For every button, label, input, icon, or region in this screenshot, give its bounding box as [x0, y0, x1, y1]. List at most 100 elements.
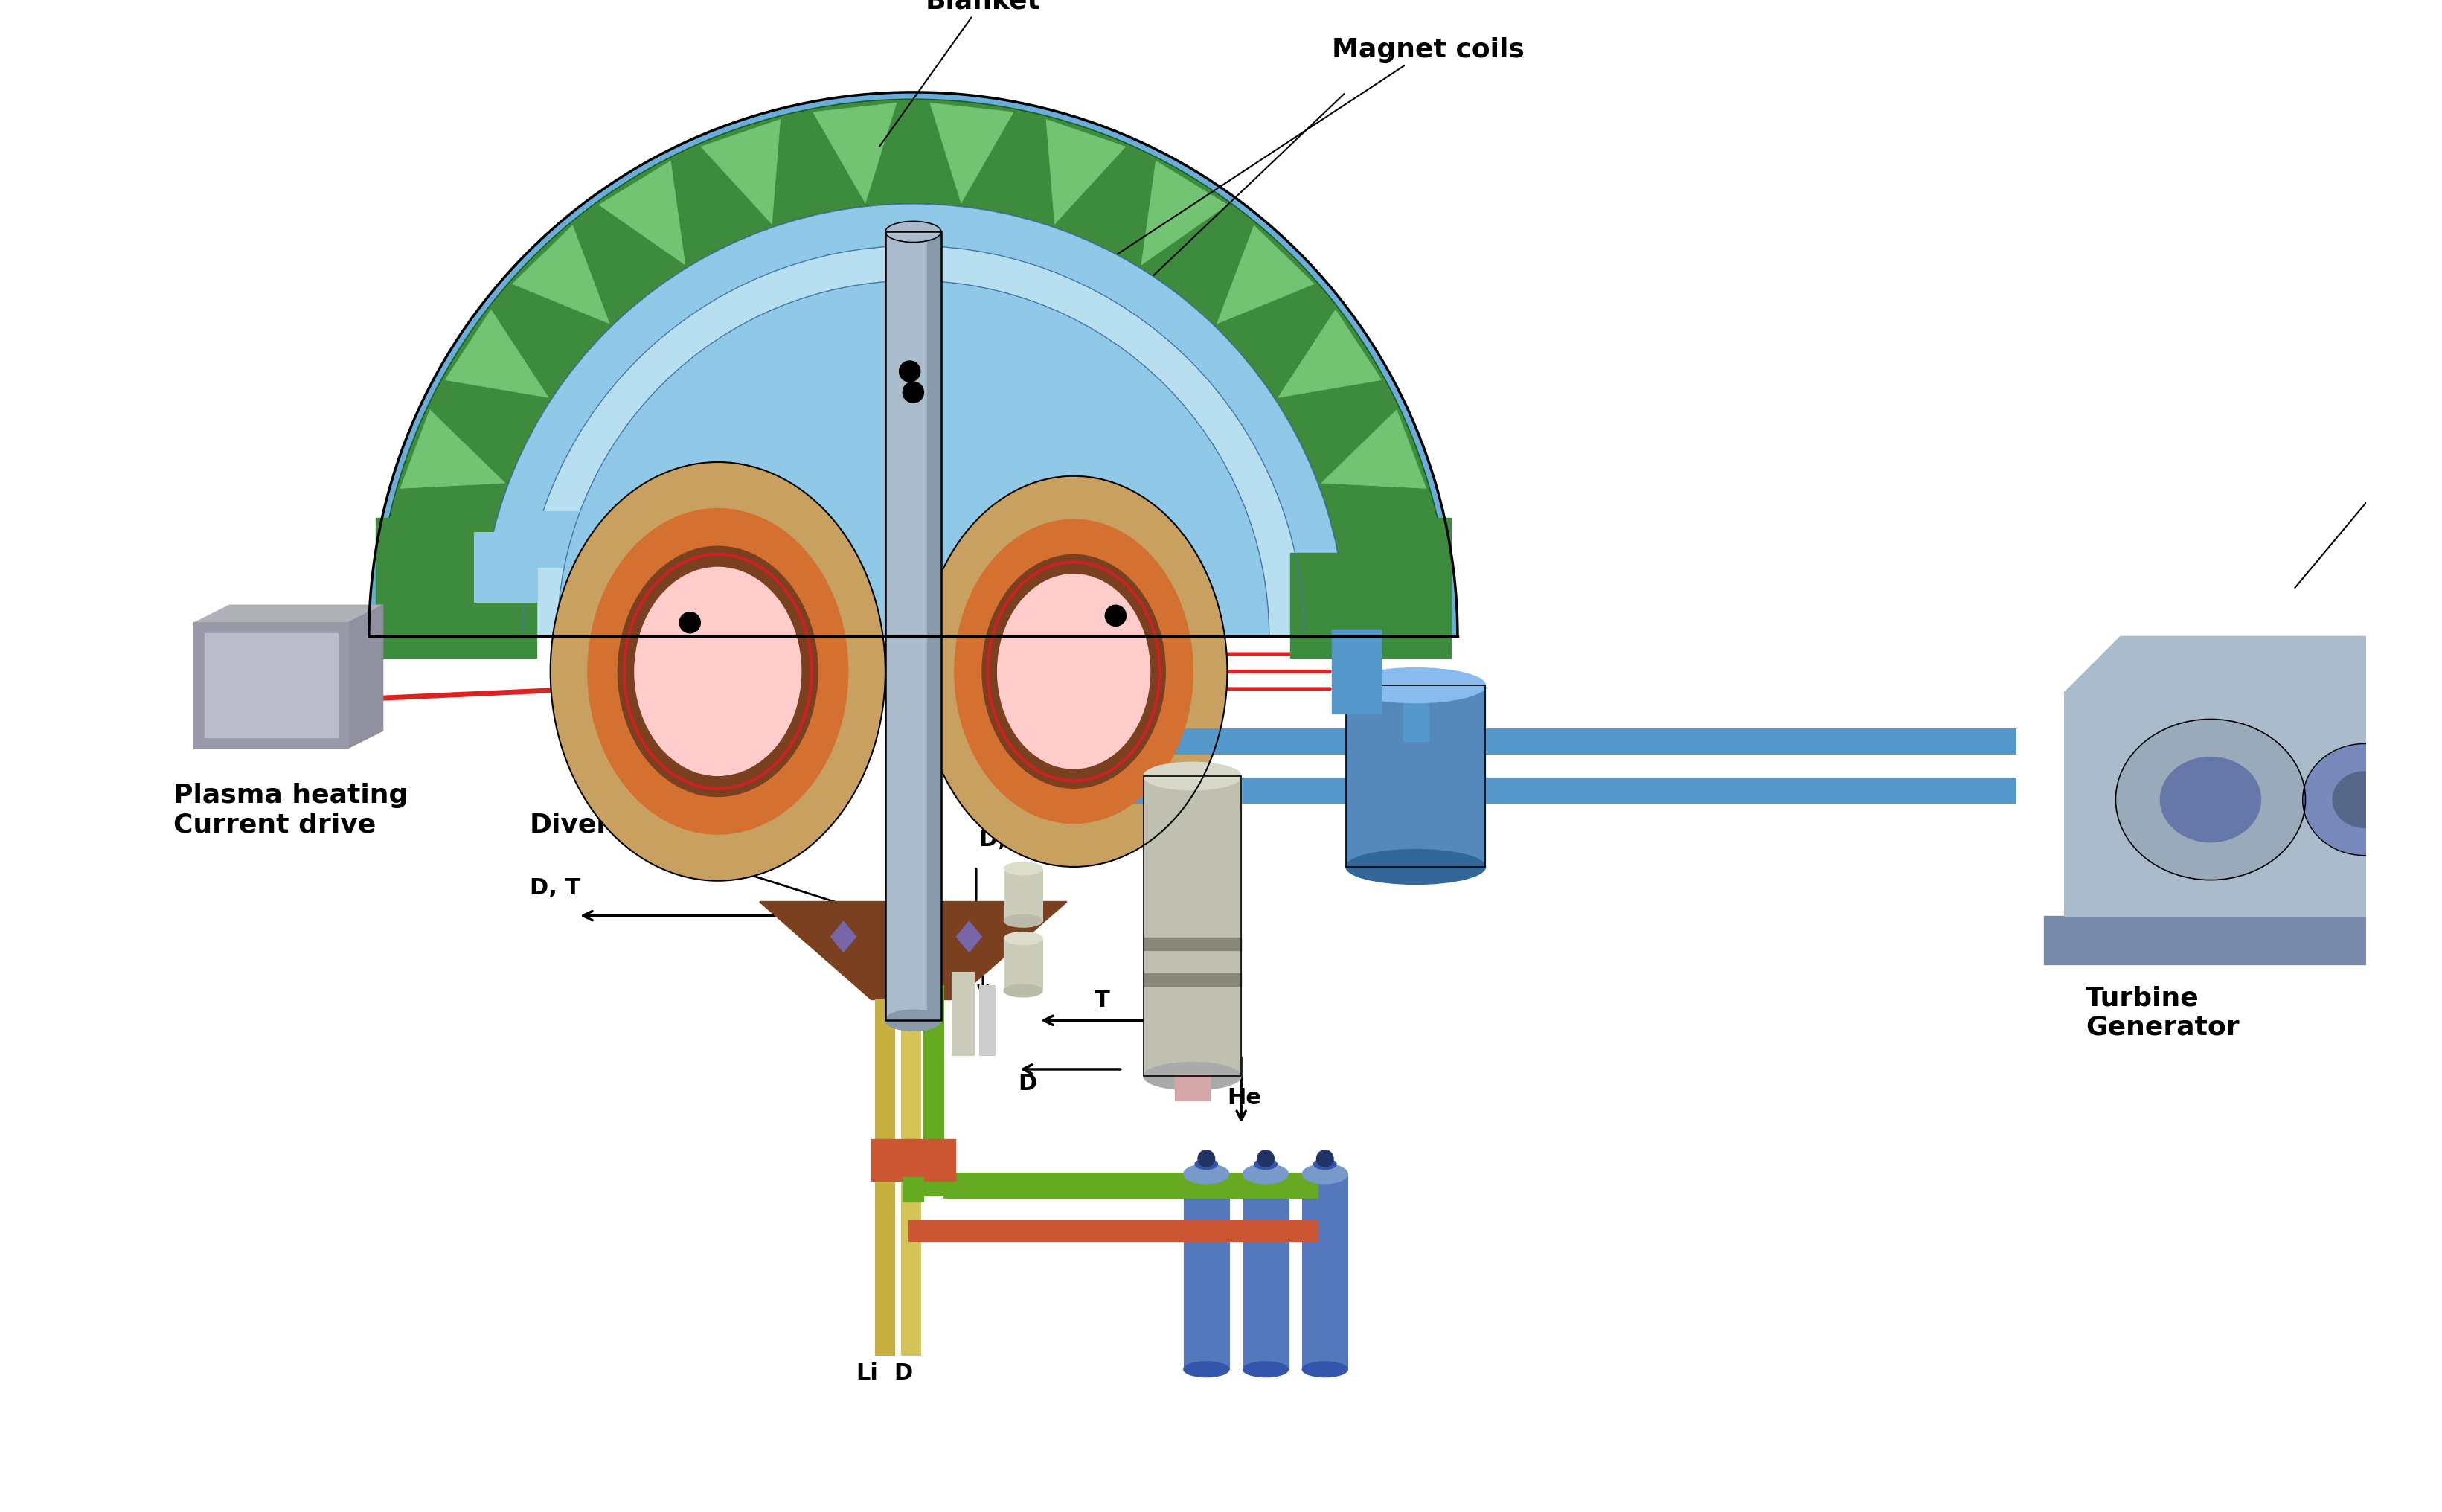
Text: D: D	[1018, 1074, 1038, 1095]
Ellipse shape	[2303, 744, 2425, 856]
Bar	[901, 999, 921, 1355]
Ellipse shape	[635, 567, 801, 776]
Bar	[481, 553, 537, 658]
Text: T: T	[1094, 989, 1111, 1012]
Text: Plasma heating
Current drive: Plasma heating Current drive	[173, 783, 408, 838]
Text: Blanket: Blanket	[879, 0, 1040, 147]
Text: D: D	[894, 1362, 913, 1385]
Bar	[1346, 685, 1485, 866]
Circle shape	[1258, 1151, 1275, 1167]
Bar	[979, 986, 994, 1055]
Circle shape	[679, 612, 701, 634]
Circle shape	[904, 383, 923, 402]
Polygon shape	[400, 410, 505, 488]
Polygon shape	[381, 522, 481, 603]
Bar	[1302, 1173, 1348, 1370]
Ellipse shape	[1004, 931, 1043, 945]
Bar	[1404, 689, 1429, 741]
Polygon shape	[1140, 160, 1228, 265]
Bar	[1053, 729, 2015, 754]
Ellipse shape	[1194, 1158, 1219, 1169]
Ellipse shape	[586, 508, 847, 835]
Wedge shape	[369, 92, 1458, 637]
Bar	[904, 1178, 923, 1202]
Bar	[195, 623, 349, 748]
Wedge shape	[376, 100, 1451, 637]
Polygon shape	[759, 901, 1067, 999]
Bar	[1004, 868, 1043, 921]
Ellipse shape	[886, 221, 940, 242]
Polygon shape	[598, 160, 686, 265]
Polygon shape	[957, 921, 982, 953]
Ellipse shape	[549, 463, 886, 881]
Bar	[1346, 685, 1485, 866]
Text: T: T	[962, 968, 977, 990]
Ellipse shape	[1255, 1158, 1277, 1169]
Polygon shape	[1216, 225, 1314, 324]
Bar	[474, 532, 537, 602]
Bar	[1184, 1173, 1228, 1370]
Bar	[952, 972, 974, 1055]
Polygon shape	[701, 119, 781, 224]
Bar	[1143, 937, 1241, 950]
Bar	[1243, 1173, 1289, 1370]
Bar	[1143, 974, 1241, 986]
Bar	[1143, 776, 1241, 1077]
Ellipse shape	[1346, 668, 1485, 703]
Bar	[1175, 1074, 1209, 1101]
Text: D, T: D, T	[530, 877, 581, 900]
Bar	[872, 1139, 955, 1181]
Circle shape	[1106, 605, 1126, 626]
Polygon shape	[513, 225, 610, 324]
Bar	[530, 511, 579, 567]
Polygon shape	[1045, 119, 1126, 224]
Circle shape	[1316, 1151, 1333, 1167]
Ellipse shape	[2332, 771, 2396, 827]
Bar	[928, 231, 940, 1021]
Ellipse shape	[886, 1010, 940, 1031]
Ellipse shape	[1004, 862, 1043, 875]
Ellipse shape	[618, 546, 818, 797]
Ellipse shape	[1302, 1362, 1348, 1377]
Text: He: He	[1228, 1087, 1263, 1108]
Bar	[1346, 519, 1451, 658]
Polygon shape	[444, 310, 549, 398]
Ellipse shape	[921, 476, 1228, 866]
Polygon shape	[930, 103, 1013, 203]
Bar	[943, 1172, 1319, 1198]
Ellipse shape	[2115, 720, 2305, 880]
Bar	[205, 634, 337, 738]
Text: Turbine
Generator: Turbine Generator	[2085, 986, 2239, 1040]
Ellipse shape	[1243, 1362, 1289, 1377]
Text: D, T, He: D, T, He	[979, 829, 1077, 850]
Wedge shape	[557, 281, 1270, 637]
Ellipse shape	[1004, 984, 1043, 996]
Circle shape	[1199, 1151, 1214, 1167]
Bar	[923, 986, 943, 1194]
Ellipse shape	[1243, 1164, 1289, 1184]
Circle shape	[899, 361, 921, 383]
Ellipse shape	[982, 555, 1165, 789]
Polygon shape	[830, 921, 857, 953]
Bar	[886, 231, 940, 1021]
Bar	[2063, 692, 2442, 916]
Ellipse shape	[1302, 1164, 1348, 1184]
Polygon shape	[1277, 310, 1382, 398]
Ellipse shape	[1004, 915, 1043, 927]
Polygon shape	[808, 922, 1018, 978]
Ellipse shape	[1143, 1063, 1241, 1090]
Bar	[1004, 939, 1043, 990]
Bar	[886, 231, 940, 1021]
Polygon shape	[813, 103, 896, 203]
Bar	[1143, 776, 1241, 1077]
Ellipse shape	[2161, 758, 2261, 842]
Ellipse shape	[1184, 1362, 1228, 1377]
Wedge shape	[481, 204, 1346, 637]
Bar	[376, 519, 481, 658]
Bar	[1053, 777, 2015, 803]
Ellipse shape	[955, 519, 1194, 824]
Bar	[1289, 553, 1346, 658]
Ellipse shape	[1314, 1158, 1336, 1169]
Text: Magnet coils: Magnet coils	[1089, 38, 1524, 272]
Polygon shape	[195, 605, 383, 623]
